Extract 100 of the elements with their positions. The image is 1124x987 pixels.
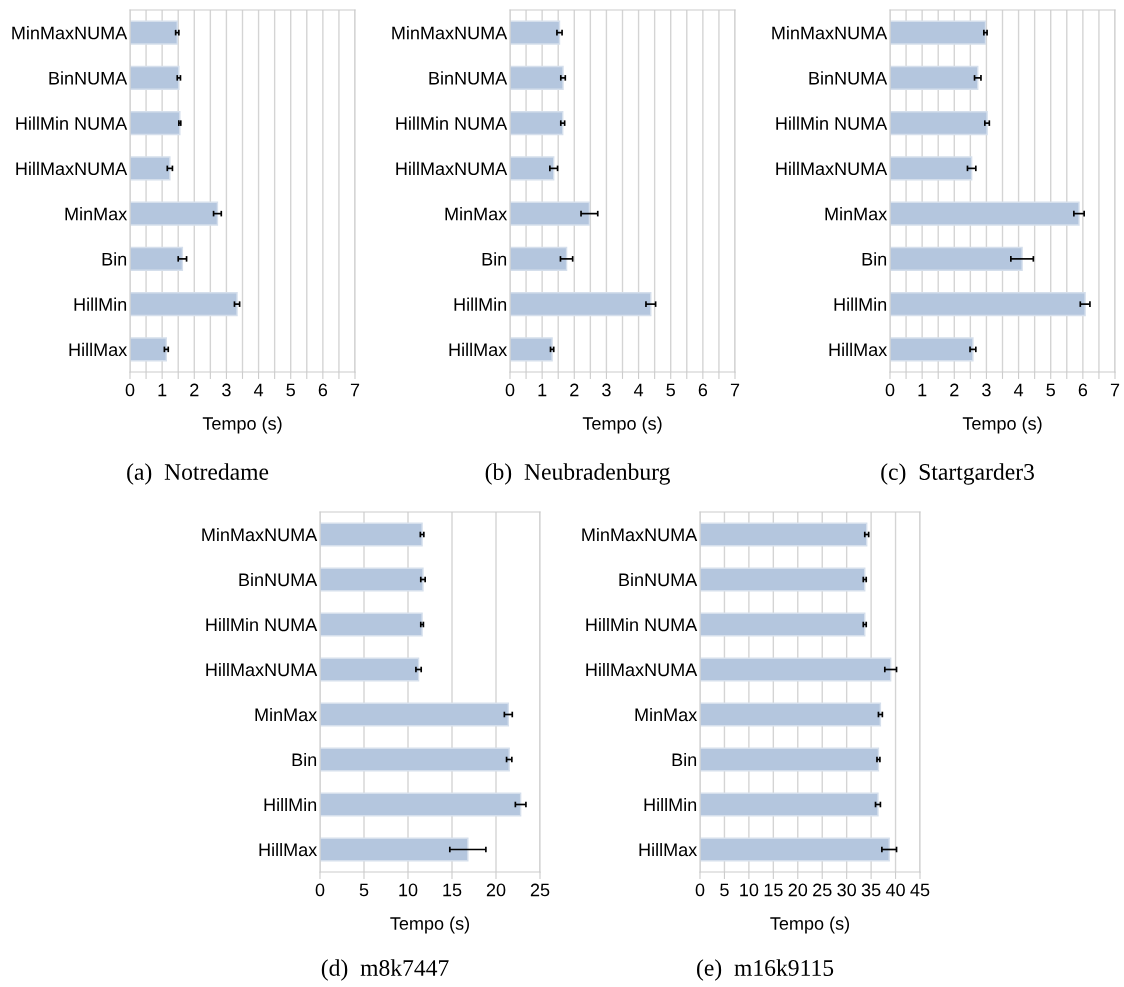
bar bbox=[510, 156, 555, 181]
y-tick-label: HillMax bbox=[639, 842, 698, 857]
bar bbox=[890, 20, 987, 45]
text: (a) Notredame bbox=[127, 463, 269, 485]
x-tick-label: 45 bbox=[910, 883, 930, 897]
x-tick-label: 15 bbox=[443, 883, 462, 897]
x-tick-label: 7 bbox=[730, 383, 740, 397]
x-axis-title: Tempo (s) bbox=[962, 416, 1042, 434]
x-tick-label: 1 bbox=[918, 383, 927, 397]
bar bbox=[320, 702, 510, 727]
bar bbox=[890, 65, 979, 90]
x-tick-label: 3 bbox=[222, 383, 231, 397]
x-tick-label: 5 bbox=[359, 883, 369, 897]
bar bbox=[320, 522, 423, 547]
y-tick-label: HillMin bbox=[264, 797, 317, 812]
bar bbox=[130, 20, 178, 45]
y-tick-label: MinMax bbox=[825, 207, 888, 221]
y-tick-label: MinMaxNUMA bbox=[392, 26, 508, 40]
bar bbox=[320, 837, 469, 862]
bar bbox=[700, 702, 882, 727]
bar bbox=[890, 111, 988, 136]
x-tick-label: 5 bbox=[666, 383, 675, 397]
bar bbox=[130, 292, 238, 317]
y-tick-label: Bin bbox=[482, 252, 507, 266]
y-tick-label: HillMin bbox=[834, 297, 887, 311]
y-tick-label: MinMaxNUMA bbox=[202, 527, 318, 542]
bar bbox=[130, 156, 171, 181]
bar bbox=[890, 292, 1086, 317]
y-tick-label: Bin bbox=[102, 252, 127, 266]
x-tick-label: 0 bbox=[885, 383, 895, 397]
x-tick-label: 40 bbox=[885, 883, 905, 897]
x-tick-label: 10 bbox=[740, 883, 759, 897]
bar bbox=[700, 522, 868, 547]
bar bbox=[700, 837, 890, 862]
bar bbox=[510, 337, 553, 362]
x-tick-label: 4 bbox=[633, 383, 644, 397]
bar bbox=[510, 20, 561, 45]
bar bbox=[510, 111, 564, 136]
y-tick-label: HillMin NUMA bbox=[16, 116, 128, 130]
y-tick-label: MinMaxNUMA bbox=[12, 26, 128, 40]
y-tick-label: HillMin bbox=[454, 297, 507, 311]
x-tick-label: 6 bbox=[1078, 383, 1088, 397]
bar bbox=[130, 337, 168, 362]
y-tick-label: MinMax bbox=[65, 207, 128, 221]
bar bbox=[510, 65, 564, 90]
y-tick-label: HillMaxNUMA bbox=[396, 161, 508, 176]
bar bbox=[320, 792, 522, 817]
x-tick-label: 30 bbox=[837, 883, 856, 897]
x-tick-label: 20 bbox=[788, 883, 808, 897]
bar bbox=[130, 111, 181, 136]
x-tick-label: 20 bbox=[486, 883, 506, 897]
x-axis-title: Tempo (s) bbox=[202, 416, 282, 434]
bar bbox=[130, 246, 184, 271]
x-tick-label: 15 bbox=[764, 883, 783, 897]
bar bbox=[320, 612, 423, 637]
y-tick-label: BinNUMA bbox=[49, 71, 128, 85]
x-tick-label: 6 bbox=[698, 383, 708, 397]
bar bbox=[320, 657, 420, 682]
x-tick-label: 0 bbox=[315, 883, 325, 897]
y-tick-label: BinNUMA bbox=[809, 71, 888, 85]
x-tick-label: 4 bbox=[1013, 383, 1024, 397]
bar bbox=[320, 747, 510, 772]
x-tick-label: 2 bbox=[950, 383, 959, 397]
y-tick-label: MinMax bbox=[635, 707, 698, 722]
x-axis-title: Tempo (s) bbox=[770, 916, 850, 934]
x-tick-label: 7 bbox=[1110, 383, 1120, 397]
bar bbox=[890, 337, 974, 362]
y-tick-label: HillMax bbox=[449, 342, 508, 357]
x-tick-label: 0 bbox=[125, 383, 135, 397]
text: (c) Startgarder3 bbox=[881, 463, 1034, 485]
y-tick-label: Bin bbox=[292, 752, 317, 767]
y-tick-label: HillMin NUMA bbox=[206, 617, 318, 632]
bar bbox=[510, 292, 652, 317]
x-axis-title: Tempo (s) bbox=[582, 416, 662, 434]
y-tick-label: Bin bbox=[672, 752, 697, 767]
bar bbox=[510, 246, 568, 271]
x-tick-label: 10 bbox=[399, 883, 418, 897]
y-tick-label: HillMin bbox=[644, 797, 697, 812]
y-tick-label: HillMin NUMA bbox=[586, 617, 698, 632]
y-tick-label: BinNUMA bbox=[429, 71, 508, 85]
x-tick-label: 35 bbox=[861, 883, 881, 897]
bar bbox=[890, 246, 1023, 271]
y-tick-label: BinNUMA bbox=[239, 572, 318, 587]
text: (e) m16k9115 bbox=[697, 959, 834, 981]
y-tick-label: HillMaxNUMA bbox=[586, 662, 698, 677]
bar bbox=[130, 65, 180, 90]
bar bbox=[700, 567, 866, 592]
x-tick-label: 2 bbox=[570, 383, 579, 397]
y-tick-label: HillMax bbox=[69, 342, 128, 357]
bar bbox=[700, 657, 892, 682]
y-tick-label: MinMax bbox=[445, 207, 508, 221]
bar bbox=[510, 201, 591, 226]
x-tick-label: 0 bbox=[505, 383, 515, 397]
bar bbox=[890, 201, 1080, 226]
bar bbox=[700, 792, 879, 817]
y-tick-label: HillMax bbox=[259, 842, 318, 857]
bar bbox=[700, 747, 880, 772]
text: (d) m8k7447 bbox=[321, 959, 449, 981]
x-tick-label: 2 bbox=[190, 383, 199, 397]
x-axis-title: Tempo (s) bbox=[390, 916, 470, 934]
